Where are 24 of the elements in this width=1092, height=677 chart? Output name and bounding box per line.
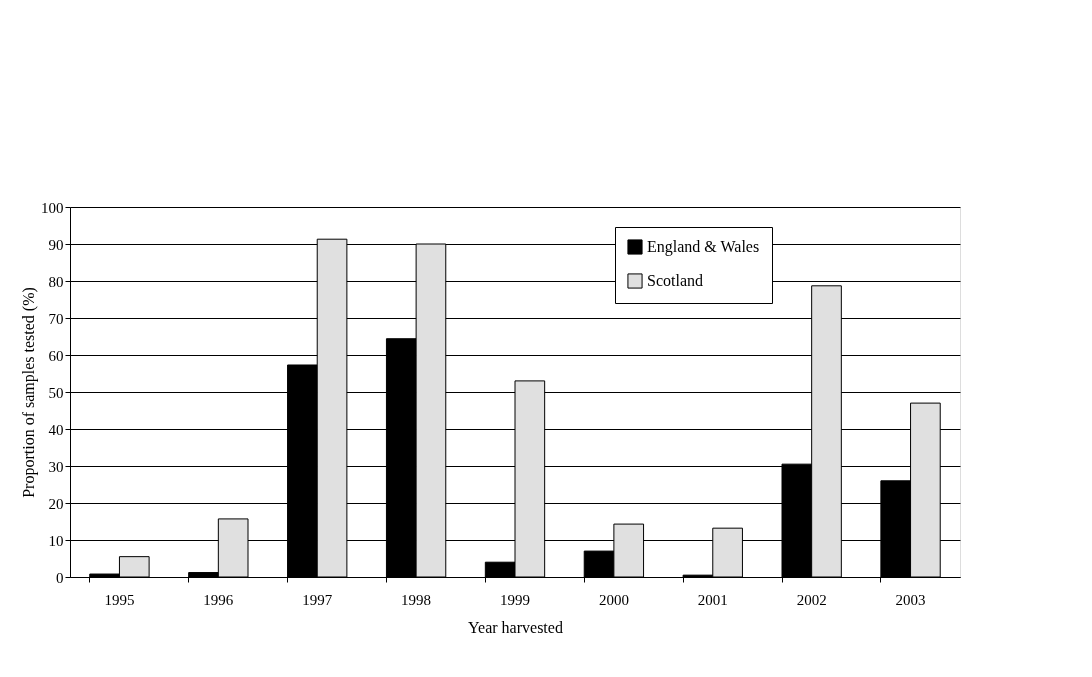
x-tick-label: 2002 bbox=[796, 591, 827, 608]
y-axis-title: Proportion of samples tested (%) bbox=[20, 287, 38, 498]
x-tick-label: 2003 bbox=[895, 591, 926, 608]
y-tick-label: 30 bbox=[48, 458, 64, 475]
y-tick-label: 50 bbox=[48, 384, 64, 401]
legend-label: Scotland bbox=[647, 272, 703, 289]
y-tick-label: 60 bbox=[48, 347, 64, 364]
y-tick-label: 70 bbox=[48, 310, 64, 327]
y-tick-label: 40 bbox=[48, 421, 64, 438]
y-tick-label: 90 bbox=[48, 236, 64, 253]
y-tick-label: 0 bbox=[56, 569, 64, 586]
legend-label: England & Wales bbox=[647, 238, 760, 256]
x-tick-label: 1996 bbox=[203, 591, 234, 608]
x-tick-label: 1997 bbox=[302, 591, 333, 608]
x-tick-label: 1995 bbox=[104, 591, 135, 608]
y-tick-label: 100 bbox=[41, 199, 64, 216]
y-tick-label: 20 bbox=[48, 495, 64, 512]
x-tick-label: 2001 bbox=[697, 591, 728, 608]
x-tick-label: 1998 bbox=[401, 591, 432, 608]
x-axis-title: Year harvested bbox=[468, 618, 563, 636]
y-tick-label: 80 bbox=[48, 273, 64, 290]
y-tick-label: 10 bbox=[48, 532, 64, 549]
x-tick-label: 1999 bbox=[500, 591, 530, 608]
x-tick-label: 2000 bbox=[598, 591, 629, 608]
